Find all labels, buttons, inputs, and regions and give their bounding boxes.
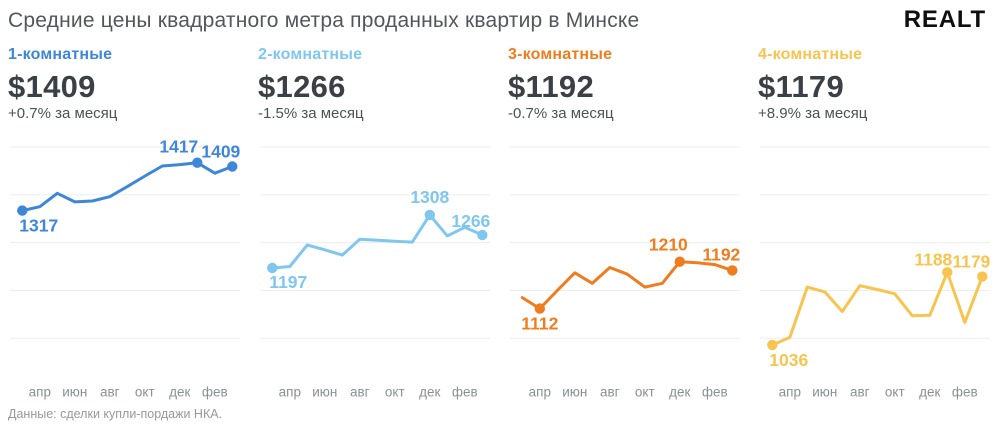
data-point-dot (227, 161, 238, 172)
data-point-label: 1188 (914, 249, 952, 269)
stat-panel-4-room: 4-комнатные $1179 +8.9% за месяц (758, 46, 1000, 122)
series-line-2-room (270, 213, 484, 270)
stat-label: 1-комнатные (8, 46, 113, 63)
source-note: Данные: сделки купли-пордажи НКА. (8, 407, 223, 421)
x-axis-label: авг (850, 385, 870, 400)
x-axis-label: июн (812, 385, 837, 400)
x-axis-label: фев (452, 385, 478, 400)
x-axis-label: апр (779, 385, 801, 400)
stat-panel-2-room: 2-комнатные $1266 -1.5% за месяц (258, 46, 500, 122)
data-point-dot (17, 205, 28, 216)
x-axis-label: авг (100, 385, 120, 400)
x-axis-label: дек (419, 385, 440, 400)
data-point-dot (767, 339, 778, 351)
x-axis-label: окт (135, 385, 155, 400)
page-title: Средние цены квадратного метра проданных… (8, 9, 640, 32)
data-point-dot (727, 265, 738, 276)
data-point-label: 1308 (410, 187, 449, 207)
x-axis-label: окт (385, 385, 405, 400)
data-point-label: 1266 (451, 211, 490, 231)
series-line-3-room (520, 260, 734, 311)
x-axis-label: окт (885, 385, 905, 400)
data-point-dot (977, 271, 988, 282)
x-axis-label: фев (702, 385, 728, 400)
x-axis-label: дек (169, 385, 190, 400)
x-axis-label: апр (529, 385, 551, 400)
stat-price: $1409 (8, 69, 96, 104)
data-point-dot (674, 256, 685, 267)
data-point-label: 1192 (702, 244, 740, 264)
data-point-label: 1317 (19, 216, 58, 236)
x-axis-label: дек (669, 385, 690, 400)
data-point-label: 1179 (952, 252, 990, 272)
stat-label: 2-комнатные (258, 46, 363, 63)
stat-price: $1179 (758, 69, 844, 104)
x-axis-label: фев (202, 385, 228, 400)
data-point-label: 1197 (269, 272, 307, 292)
data-point-label: 1210 (649, 235, 688, 255)
data-point-dot (477, 229, 488, 241)
x-axis-label: апр (29, 385, 51, 400)
stat-price: $1266 (258, 69, 346, 104)
price-sparklines-chart: 1317 1417 1409 апр июн авг окт дек фев 1197 1308 12… (0, 130, 1000, 405)
data-point-dot (267, 262, 278, 274)
series-line-4-room (770, 270, 984, 347)
data-point-label: 1112 (521, 314, 558, 334)
data-point-label: 1036 (769, 350, 808, 370)
stat-price: $1192 (508, 69, 594, 104)
stat-label: 4-комнатные (758, 46, 863, 63)
data-point-dot (942, 267, 953, 278)
data-point-label: 1409 (201, 142, 240, 162)
stat-change: -1.5% за месяц (258, 105, 364, 122)
stat-change: -0.7% за месяц (508, 105, 614, 122)
stat-change: +8.9% за месяц (758, 105, 868, 122)
x-axis-label: дек (919, 385, 940, 400)
x-axis-label: июн (562, 385, 587, 400)
x-axis-label: июн (62, 385, 87, 400)
stat-panel-1-room: 1-комнатные $1409 +0.7% за месяц (8, 46, 250, 122)
x-axis-label: июн (312, 385, 337, 400)
realt-logo: Realt (903, 6, 986, 33)
stat-panel-3-room: 3-комнатные $1192 -0.7% за месяц (508, 46, 750, 122)
x-axis-label: авг (600, 385, 620, 400)
x-axis-label: окт (635, 385, 655, 400)
series-line-1-room (20, 161, 234, 213)
stat-change: +0.7% за месяц (8, 105, 118, 122)
data-point-dot (192, 157, 203, 168)
x-axis-label: апр (279, 385, 301, 400)
data-point-dot (424, 209, 435, 221)
data-point-dot (534, 303, 545, 314)
stat-label: 3-комнатные (508, 46, 613, 63)
data-point-label: 1417 (159, 137, 198, 157)
x-axis-label: фев (952, 385, 978, 400)
x-axis-label: авг (350, 385, 370, 400)
